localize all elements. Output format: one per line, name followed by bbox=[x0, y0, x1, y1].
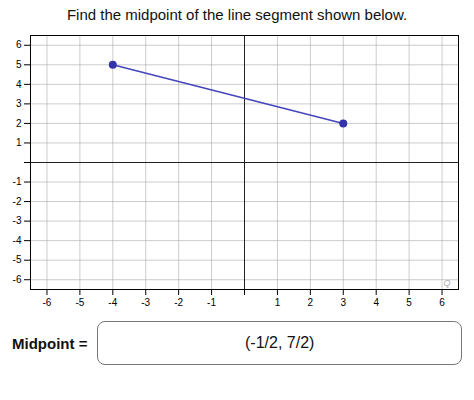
svg-text:1: 1 bbox=[16, 137, 22, 148]
svg-text:-2: -2 bbox=[13, 196, 22, 207]
svg-text:-3: -3 bbox=[13, 215, 22, 226]
svg-text:-2: -2 bbox=[174, 297, 183, 308]
svg-text:5: 5 bbox=[16, 59, 22, 70]
svg-text:-5: -5 bbox=[75, 297, 84, 308]
svg-text:-4: -4 bbox=[108, 297, 117, 308]
svg-text:4: 4 bbox=[16, 79, 22, 90]
svg-text:-5: -5 bbox=[13, 254, 22, 265]
html-text:Find the midpoint of the line: Find the midpoint of the line segment sh… bbox=[66, 6, 408, 23]
svg-text:-1: -1 bbox=[207, 297, 216, 308]
svg-text:-3: -3 bbox=[141, 297, 150, 308]
svg-text:-4: -4 bbox=[13, 235, 22, 246]
svg-text:-1: -1 bbox=[13, 176, 22, 187]
svg-text:-6: -6 bbox=[43, 297, 52, 308]
svg-text:2: 2 bbox=[16, 118, 22, 129]
svg-text:3: 3 bbox=[16, 98, 22, 109]
svg-text:1: 1 bbox=[275, 297, 281, 308]
html-text:(-1/2, 7/2): (-1/2, 7/2) bbox=[245, 334, 315, 351]
svg-text:Q: Q bbox=[443, 278, 450, 288]
svg-text:-6: -6 bbox=[13, 274, 22, 285]
svg-text:3: 3 bbox=[340, 297, 346, 308]
svg-text:4: 4 bbox=[373, 297, 379, 308]
svg-text:5: 5 bbox=[406, 297, 412, 308]
svg-text:2: 2 bbox=[308, 297, 314, 308]
svg-text:6: 6 bbox=[439, 297, 445, 308]
html-text:Midpoint =: Midpoint = bbox=[12, 334, 88, 352]
svg-text:6: 6 bbox=[16, 39, 22, 50]
